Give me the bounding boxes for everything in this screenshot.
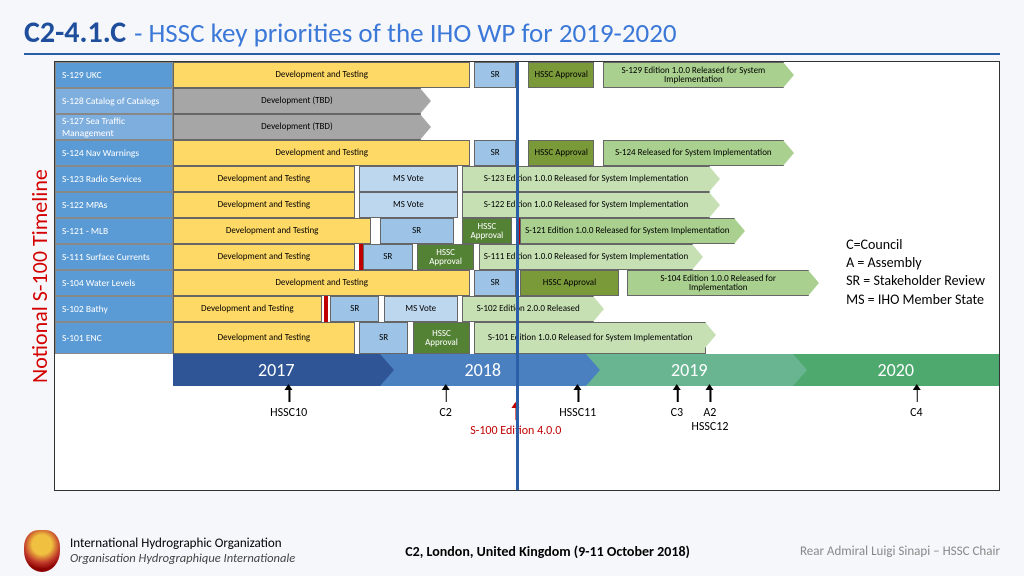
event-marker: C2 xyxy=(439,406,451,420)
row-bars: Development and TestingMS VoteS-122 Edit… xyxy=(173,192,999,218)
event-marker: HSSC10 xyxy=(270,406,307,420)
gantt-bar: HSSC Approval xyxy=(417,244,475,270)
row-label: S-123 Radio Services xyxy=(55,166,173,192)
y-axis-label: Notional S-100 Timeline xyxy=(24,61,54,491)
row-bars: Development and TestingSRHSSC ApprovalS-… xyxy=(173,322,999,354)
footer-center: C2, London, United Kingdom (9-11 October… xyxy=(295,543,800,560)
year-segment: 2019 xyxy=(586,354,793,386)
row-bars: Development (TBD) xyxy=(173,114,999,140)
footer-org-fr: Organisation Hydrographique Internationa… xyxy=(70,551,295,566)
row-bars: Development and TestingSR HSSC Approval S-… xyxy=(173,140,999,166)
legend: C=CouncilA = AssemblySR = Stakeholder Re… xyxy=(842,232,989,313)
gantt-row: S-101 ENCDevelopment and TestingSRHSSC A… xyxy=(55,322,999,354)
row-bars: Development (TBD) xyxy=(173,88,999,114)
gantt-bar: HSSC Approval xyxy=(528,62,594,88)
row-label: S-104 Water Levels xyxy=(55,270,173,296)
gantt-bar: Development and Testing xyxy=(173,270,470,296)
today-line xyxy=(516,62,519,490)
gantt-bar: S-123 Edition 1.0.0 Released for System … xyxy=(462,166,710,192)
gantt-bar: S-121 Edition 1.0.0 Released for System … xyxy=(520,218,735,244)
gantt-row: S-129 UKCDevelopment and TestingSR HSSC A… xyxy=(55,62,999,88)
gantt-bar: MS Vote xyxy=(384,296,458,322)
gantt-bar: Development and Testing xyxy=(173,244,355,270)
row-label: S-129 UKC xyxy=(55,62,173,88)
year-segment: 2018 xyxy=(380,354,587,386)
legend-item: C=Council xyxy=(846,236,985,254)
title-underline xyxy=(24,53,1000,55)
gantt-bar: HSSC Approval xyxy=(413,322,471,354)
gantt-bar: MS Vote xyxy=(359,166,458,192)
gantt-bar: HSSC Approval xyxy=(520,270,619,296)
row-label: S-122 MPAs xyxy=(55,192,173,218)
gantt-bar: HSSC Approval xyxy=(528,140,594,166)
gantt-row: S-123 Radio ServicesDevelopment and Test… xyxy=(55,166,999,192)
gantt-bar: HSSC Approval xyxy=(462,218,512,244)
row-label: S-102 Bathy xyxy=(55,296,173,322)
gantt-bar: Development and Testing xyxy=(173,166,355,192)
gantt-bar: SR xyxy=(359,322,409,354)
gantt-bar: Development and Testing xyxy=(173,62,470,88)
footer: International Hydrographic Organization … xyxy=(0,526,1024,576)
gantt-row: S-122 MPAsDevelopment and TestingMS Vote… xyxy=(55,192,999,218)
year-segment: 2020 xyxy=(793,354,1000,386)
gantt-bar: MS Vote xyxy=(359,192,458,218)
gantt-bar: S-122 Edition 1.0.0 Released for System … xyxy=(462,192,710,218)
row-bars: Development and TestingSR HSSC Approval S-… xyxy=(173,62,999,88)
row-label: S-128 Catalog of Catalogs xyxy=(55,88,173,114)
row-label: S-127 Sea Traffic Management xyxy=(55,114,173,140)
legend-item: SR = Stakeholder Review xyxy=(846,272,985,290)
event-marker: C3 xyxy=(671,406,683,420)
event-markers: HSSC10C2S-100 Edition 4.0.0HSSC11C3A2HSS… xyxy=(173,386,999,452)
footer-org: International Hydrographic Organization … xyxy=(70,536,295,567)
row-label: S-111 Surface Currents xyxy=(55,244,173,270)
gantt-bar: Development and Testing xyxy=(173,218,371,244)
row-label: S-121 - MLB xyxy=(55,218,173,244)
year-axis: 2017201820192020 xyxy=(173,354,999,386)
event-marker: C4 xyxy=(910,406,922,420)
gantt-bar: SR xyxy=(474,140,515,166)
gantt-chart: S-129 UKCDevelopment and TestingSRHSSC A… xyxy=(54,61,1000,491)
gantt-bar: S-101 Edition 1.0.0 Released for System … xyxy=(474,322,705,354)
row-label: S-101 ENC xyxy=(55,322,173,354)
legend-item: MS = IHO Member State xyxy=(846,291,985,309)
footer-org-en: International Hydrographic Organization xyxy=(70,536,295,552)
legend-item: A = Assembly xyxy=(846,254,985,272)
gantt-bar: Development and Testing xyxy=(173,140,470,166)
event-marker: A2HSSC12 xyxy=(691,406,728,434)
gantt-bar: SR xyxy=(474,270,515,296)
title-rest: - HSSC key priorities of the IHO WP for … xyxy=(134,17,676,50)
gantt-bar: Development (TBD) xyxy=(173,88,421,114)
event-marker: HSSC11 xyxy=(559,406,596,420)
gantt-bar: Development and Testing xyxy=(173,296,322,322)
row-label: S-124 Nav Warnings xyxy=(55,140,173,166)
gantt-bar: S-102 Edition 2.0.0 Released xyxy=(462,296,594,322)
gantt-bar: S-129 Edition 1.0.0 Released for System … xyxy=(603,62,785,88)
year-segment: 2017 xyxy=(173,354,380,386)
slide-title: C2-4.1.C - HSSC key priorities of the IH… xyxy=(24,14,1000,51)
gantt-bar: SR xyxy=(330,296,380,322)
gantt-bar xyxy=(324,296,328,322)
gantt-row: S-127 Sea Traffic ManagementDevelopment … xyxy=(55,114,999,140)
gantt-bar: Development and Testing xyxy=(173,322,355,354)
gantt-bar: S-104 Edition 1.0.0 Released for Impleme… xyxy=(627,270,809,296)
gantt-bar: S-124 Released for System Implementation xyxy=(603,140,785,166)
footer-right: Rear Admiral Luigi Sinapi – HSSC Chair xyxy=(800,544,1000,559)
gantt-bar: SR xyxy=(363,244,413,270)
gantt-row: S-124 Nav WarningsDevelopment and Testin… xyxy=(55,140,999,166)
row-bars: Development and TestingMS VoteS-123 Edit… xyxy=(173,166,999,192)
gantt-bar: S-111 Edition 1.0.0 Released for System … xyxy=(479,244,694,270)
gantt-bar: Development and Testing xyxy=(173,192,355,218)
gantt-row: S-128 Catalog of CatalogsDevelopment (TB… xyxy=(55,88,999,114)
title-code: C2-4.1.C xyxy=(24,14,126,51)
gantt-bar: Development (TBD) xyxy=(173,114,421,140)
gantt-bar: SR xyxy=(380,218,454,244)
iho-logo-icon xyxy=(24,530,60,572)
gantt-bar: SR xyxy=(474,62,515,88)
